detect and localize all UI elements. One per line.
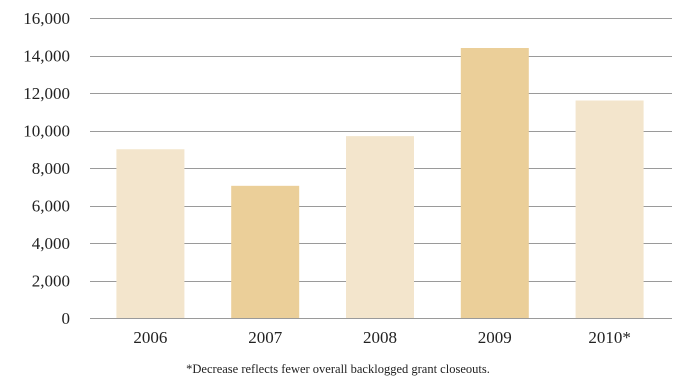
x-axis-tick-labels: 2006 2007 2008 2009 2010* (133, 328, 630, 347)
bar-2009 (460, 48, 529, 318)
bar-2006 (116, 149, 185, 318)
x-tick-label: 2009 (478, 328, 512, 347)
chart-footnote: *Decrease reflects fewer overall backlog… (186, 362, 490, 376)
y-tick-label: 0 (62, 309, 71, 328)
y-axis-tick-labels: 0 2,000 4,000 6,000 8,000 10,000 12,000 14,000 1… (23, 9, 70, 328)
y-tick-label: 4,000 (32, 234, 70, 253)
y-tick-label: 10,000 (23, 122, 70, 141)
bar-2007 (231, 185, 300, 318)
bar-2010 (575, 100, 644, 318)
x-tick-label: 2008 (363, 328, 397, 347)
x-tick-label: 2006 (133, 328, 167, 347)
bar-2008 (346, 136, 414, 318)
y-tick-label: 12,000 (23, 84, 70, 103)
y-tick-label: 8,000 (32, 159, 70, 178)
y-tick-label: 6,000 (32, 197, 70, 216)
y-tick-label: 16,000 (23, 9, 70, 28)
x-tick-label: 2007 (248, 328, 283, 347)
y-tick-label: 14,000 (23, 47, 70, 66)
bars (116, 48, 644, 318)
y-tick-label: 2,000 (32, 272, 70, 291)
x-tick-label: 2010* (588, 328, 631, 347)
